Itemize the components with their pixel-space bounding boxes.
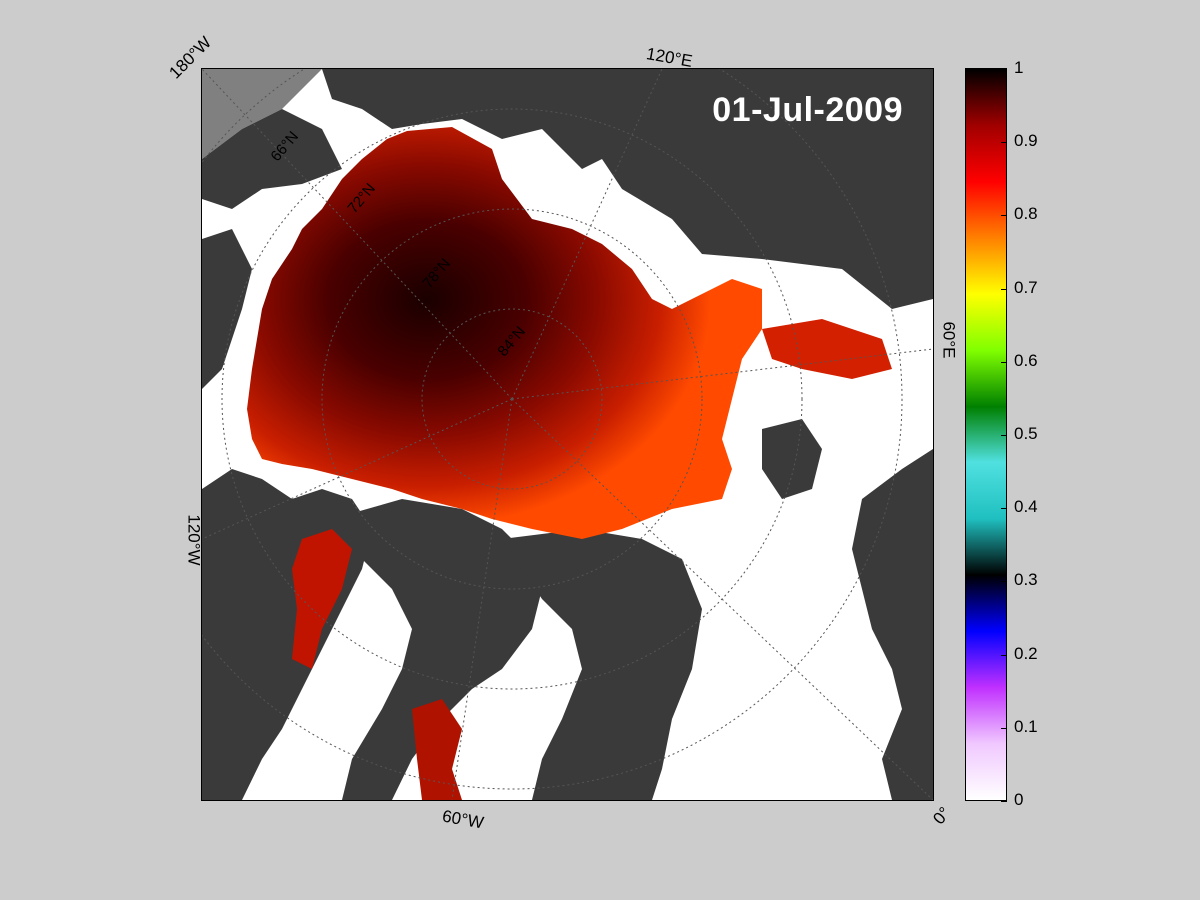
land [202,69,933,800]
colorbar-tick-label: 0.4 [1014,497,1038,517]
colorbar-tick-label: 0.1 [1014,716,1038,736]
map-canvas [202,69,933,800]
colorbar-tick-label: 0.6 [1014,350,1038,370]
colorbar-tick-mark [1001,288,1007,290]
sea-ice-map: 01-Jul-2009 [201,68,934,801]
colorbar-tick-label: 1 [1014,58,1024,77]
lon-label-120w: 120°W [184,514,204,566]
colorbar-tick-mark [1001,361,1007,363]
colorbar-tick-mark [1001,69,1007,70]
colorbar-tick-mark [1001,581,1007,583]
colorbar [965,68,1007,801]
colorbar-tick-label: 0.8 [1014,204,1038,224]
colorbar-ticks: 0 0.1 0.2 0.3 0.4 0.5 0.6 0.7 0.8 0.9 1 [1001,58,1067,809]
baffin-ice [412,699,462,800]
colorbar-tick-mark [1001,435,1007,436]
archipelago-ice [292,529,352,669]
colorbar-tick-label: 0 [1014,790,1024,809]
colorbar-tick-label: 0.7 [1014,277,1038,297]
lon-label-60w: 60°W [440,806,486,833]
lon-label-0: 0° [929,803,955,829]
colorbar-tick-mark [1001,801,1007,802]
colorbar-tick-label: 0.3 [1014,570,1038,590]
colorbar-tick-mark [1001,215,1007,217]
colorbar-tick-label: 0.5 [1014,424,1038,443]
colorbar-tick-label: 0.2 [1014,643,1038,663]
colorbar-tick-mark [1001,508,1007,510]
graticule [202,69,933,800]
colorbar-tick-label: 0.9 [1014,131,1038,151]
date-label: 01-Jul-2009 [712,91,903,129]
colorbar-tick-mark [1001,727,1007,729]
sea-ice-concentration [247,127,762,539]
lon-label-60e: 60°E [939,321,959,359]
colorbar-tick-mark [1001,654,1007,656]
colorbar-tick-mark [1001,142,1007,144]
